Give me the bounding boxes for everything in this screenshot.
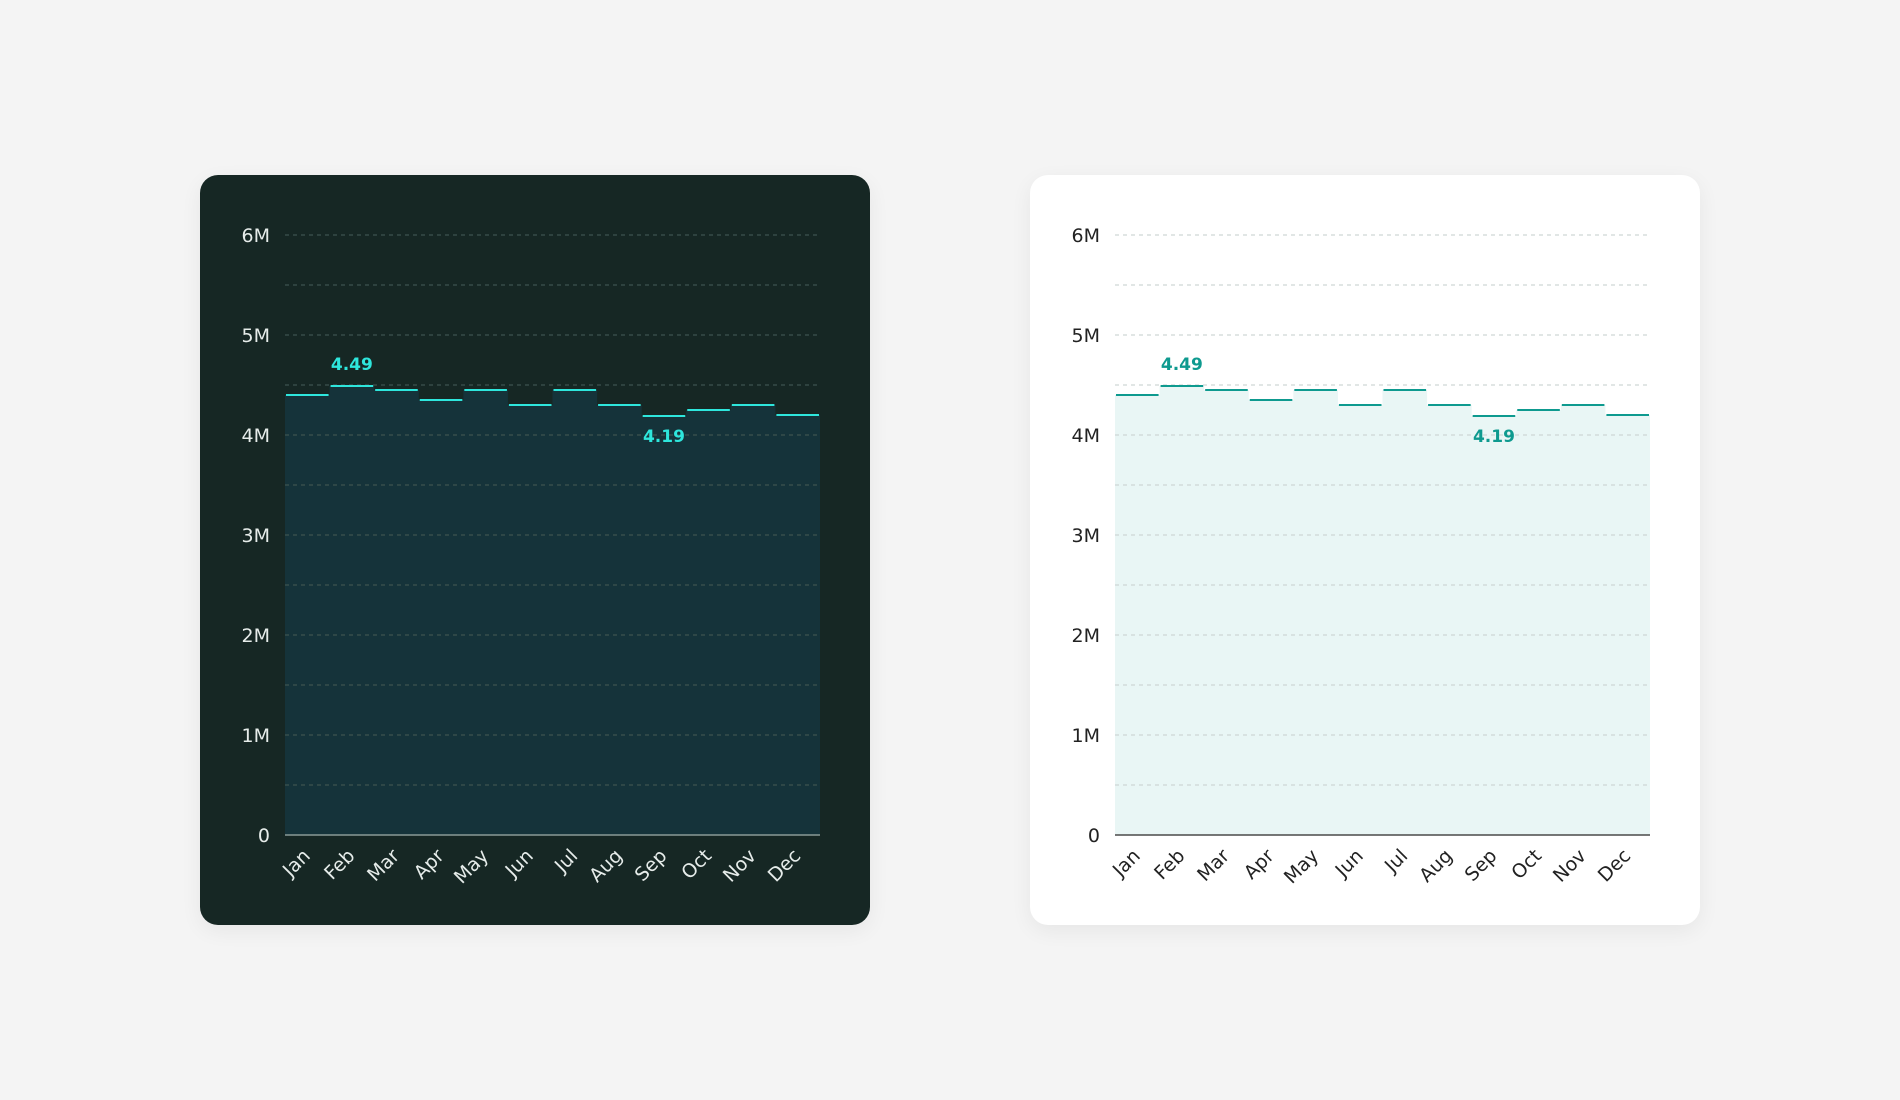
dark-data-label: 4.19 [643,427,685,447]
light-xtick-label: Dec [1594,845,1636,887]
dark-ytick-label: 3M [242,525,270,547]
dark-ytick-label: 5M [242,325,270,347]
light-ytick-label: 2M [1072,625,1100,647]
dark-xtick-label: Oct [677,845,716,884]
light-ytick-label: 6M [1072,225,1100,247]
chart-light: 0 1M 2M 3M 4M 5M 6M Jan Feb Mar Apr May Jun Jul Aug Sep… [1072,225,1650,888]
dark-ytick-label: 2M [242,625,270,647]
dark-ytick-label: 6M [242,225,270,247]
light-xtick-label: Nov [1549,845,1591,887]
dark-xtick-label: Jul [550,845,582,877]
light-ytick-label: 4M [1072,425,1100,447]
light-xtick-label: May [1280,845,1323,888]
dark-data-label: 4.49 [331,355,373,375]
light-area-fill [1115,386,1650,835]
dark-xtick-label: Feb [320,845,359,884]
dark-xtick-label: Nov [719,845,761,887]
dark-xtick-label: Sep [631,845,672,886]
dark-area-fill [285,386,820,835]
dark-xtick-label: Aug [585,845,627,887]
dark-ytick-label: 1M [242,725,270,747]
light-ytick-label: 3M [1072,525,1100,547]
dark-xtick-label: Jan [278,845,315,882]
light-ytick-label: 5M [1072,325,1100,347]
chart-card-light: 0 1M 2M 3M 4M 5M 6M Jan Feb Mar Apr May Jun Jul Aug Sep… [1030,175,1700,925]
chart-card-dark: 0 1M 2M 3M 4M 5M 6M Jan Feb Mar Apr May Jun Jul Aug Sep… [200,175,870,925]
light-ytick-label: 1M [1072,725,1100,747]
dark-xtick-label: Jun [500,845,537,882]
chart-dark: 0 1M 2M 3M 4M 5M 6M Jan Feb Mar Apr May Jun Jul Aug Sep… [242,225,820,888]
dark-xtick-label: May [450,845,493,888]
light-data-label: 4.49 [1161,355,1203,375]
light-xtick-label: Feb [1150,845,1189,884]
dark-xtick-label: Mar [363,845,404,886]
light-xtick-label: Apr [1240,845,1279,884]
dark-xtick-label: Dec [764,845,806,887]
light-xtick-label: Jul [1380,845,1412,877]
light-data-label: 4.19 [1473,427,1515,447]
light-xtick-label: Jun [1330,845,1367,882]
light-ytick-label: 0 [1088,825,1100,847]
light-xtick-label: Sep [1461,845,1502,886]
light-xtick-label: Oct [1507,845,1546,884]
dark-ytick-label: 4M [242,425,270,447]
light-xtick-label: Jan [1108,845,1145,882]
dark-ytick-label: 0 [258,825,270,847]
light-xtick-label: Aug [1415,845,1457,887]
dark-xtick-label: Apr [410,845,449,884]
light-xtick-label: Mar [1193,845,1234,886]
